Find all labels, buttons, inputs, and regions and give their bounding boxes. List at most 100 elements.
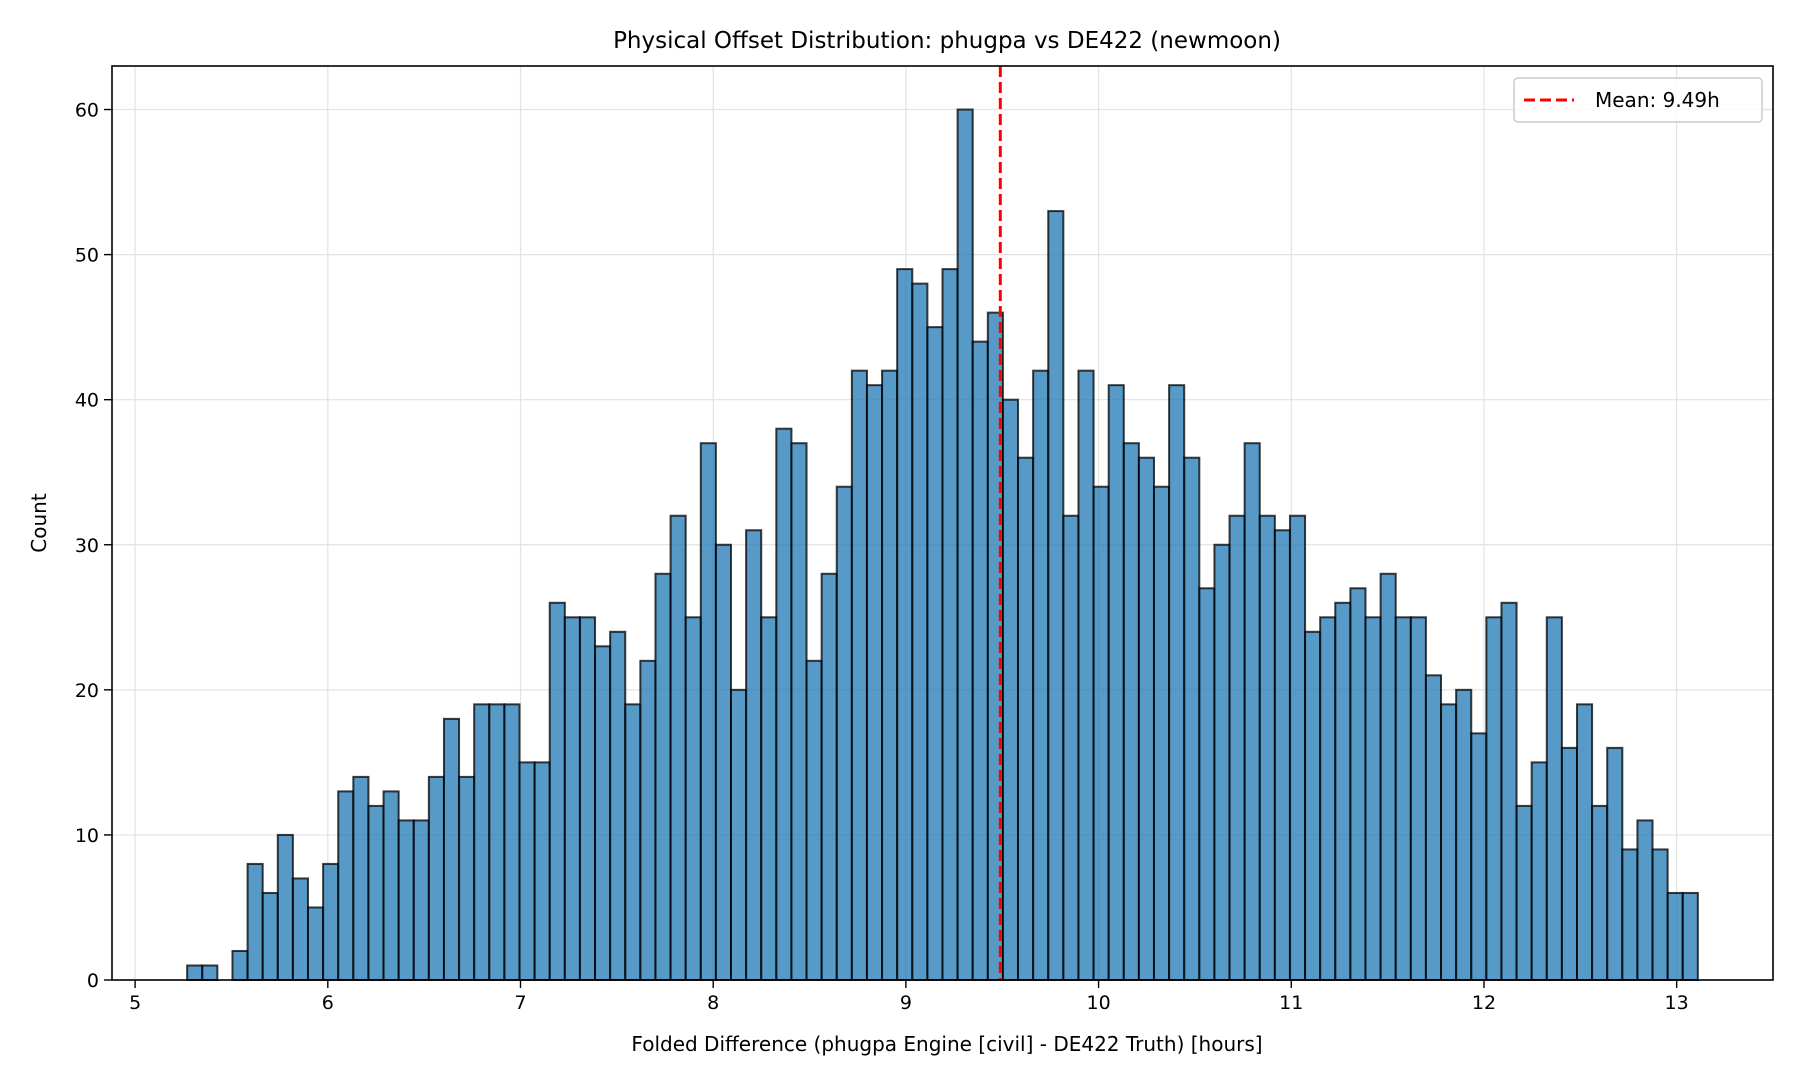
chart-title: Physical Offset Distribution: phugpa vs … <box>613 28 1281 54</box>
x-tick-label: 11 <box>1279 992 1303 1014</box>
histogram-bar <box>775 427 793 981</box>
histogram-bar <box>1515 804 1533 982</box>
histogram-bar <box>276 833 294 982</box>
histogram-bar <box>941 268 959 982</box>
histogram-bar <box>186 964 204 982</box>
histogram-bar <box>1636 819 1654 982</box>
histogram-bar <box>1666 891 1684 982</box>
y-axis-ticks: 0 10 20 30 40 50 60 <box>75 100 112 992</box>
histogram-bar <box>458 775 476 982</box>
histogram-bar <box>1500 601 1518 981</box>
histogram-bar <box>261 891 279 982</box>
histogram-bar <box>1228 514 1246 981</box>
y-tick-label: 0 <box>87 970 99 992</box>
histogram-bar <box>669 514 687 981</box>
histogram-bar <box>745 529 763 981</box>
histogram-bar <box>1213 543 1231 981</box>
histogram-bar <box>1364 616 1382 981</box>
histogram-bar <box>307 906 325 982</box>
x-tick-label: 10 <box>1086 992 1110 1014</box>
histogram-bar <box>246 862 264 982</box>
histogram-bar <box>382 790 400 982</box>
y-tick-label: 10 <box>75 825 99 847</box>
histogram-bar <box>1319 616 1337 981</box>
histogram-bar <box>367 804 385 982</box>
histogram-bar <box>533 761 551 982</box>
histogram-bar <box>1062 514 1080 981</box>
histogram-bar <box>231 949 249 982</box>
histogram-bar <box>1243 442 1261 981</box>
x-axis-label: Folded Difference (phugpa Engine [civil]… <box>631 1032 1262 1056</box>
y-tick-label: 20 <box>75 680 99 702</box>
y-tick-label: 30 <box>75 535 99 557</box>
histogram-bar <box>1485 616 1503 981</box>
histogram-bar <box>1424 674 1443 981</box>
histogram-bar <box>1470 732 1488 981</box>
histogram-bar <box>1545 616 1563 981</box>
histogram-bar <box>926 326 944 981</box>
histogram-bar <box>1394 616 1412 981</box>
histogram-bar <box>790 442 808 981</box>
histogram-bar <box>518 761 536 982</box>
histogram-bar <box>594 645 612 981</box>
histogram-bar <box>1409 616 1427 981</box>
histogram-bar <box>714 543 733 981</box>
x-tick-label: 6 <box>322 992 334 1014</box>
histogram-bar <box>1107 384 1125 981</box>
histogram-bar <box>1032 369 1050 981</box>
histogram-bar <box>352 775 370 982</box>
histogram-bar <box>503 703 521 981</box>
histogram-bar <box>412 819 430 982</box>
histogram-bar <box>699 442 717 981</box>
histogram-bar <box>1273 529 1291 981</box>
histogram-bar <box>563 616 581 981</box>
y-tick-label: 60 <box>75 100 99 122</box>
histogram-bar <box>835 485 853 981</box>
histogram-bar <box>1001 398 1020 981</box>
histogram-bar <box>427 775 445 982</box>
histogram-bar <box>684 616 702 981</box>
histogram-bar <box>609 630 627 981</box>
histogram-bar <box>578 616 597 981</box>
histogram-bar <box>639 659 657 981</box>
histogram-bar <box>1288 514 1307 981</box>
histogram-bar <box>1152 485 1171 981</box>
histogram-bar <box>1122 442 1140 981</box>
y-tick-label: 50 <box>75 245 99 267</box>
histogram-bar <box>1137 456 1155 981</box>
histogram-bar <box>624 703 642 981</box>
histogram-bar <box>1198 587 1216 981</box>
histogram-bar <box>1440 703 1458 981</box>
histogram-bar <box>865 384 884 981</box>
histogram-bar <box>1591 804 1609 982</box>
histogram-bar <box>1651 848 1669 982</box>
histogram-bar <box>1349 587 1367 981</box>
histogram-bar <box>956 108 974 982</box>
histogram-bar <box>911 282 929 982</box>
histogram-bar <box>654 572 672 981</box>
histogram-bar <box>201 964 219 982</box>
legend-mean-label: Mean: 9.49h <box>1595 88 1720 112</box>
histogram-bar <box>322 862 340 982</box>
legend-box <box>1513 77 1763 123</box>
histogram-bar <box>730 688 748 981</box>
histogram-bar <box>760 616 778 981</box>
x-axis-ticks: 5 6 7 8 9 10 11 12 13 <box>129 980 1689 1014</box>
histogram-bar <box>1258 514 1276 981</box>
histogram-bar <box>1560 746 1578 981</box>
x-tick-label: 8 <box>707 992 719 1014</box>
histogram-bar <box>473 703 491 981</box>
histogram-bar <box>1379 572 1397 981</box>
histogram-bar <box>881 369 899 981</box>
x-tick-label: 9 <box>900 992 912 1014</box>
histogram-bar <box>820 572 838 981</box>
histogram-bar <box>291 877 310 982</box>
histogram-bar <box>1183 456 1201 981</box>
x-tick-label: 13 <box>1665 992 1689 1014</box>
histogram-bar <box>1455 688 1473 981</box>
histogram-bar <box>1334 601 1352 981</box>
histogram-bar <box>1047 210 1065 982</box>
histogram-bar <box>896 268 914 982</box>
histogram-bar <box>1168 384 1186 981</box>
